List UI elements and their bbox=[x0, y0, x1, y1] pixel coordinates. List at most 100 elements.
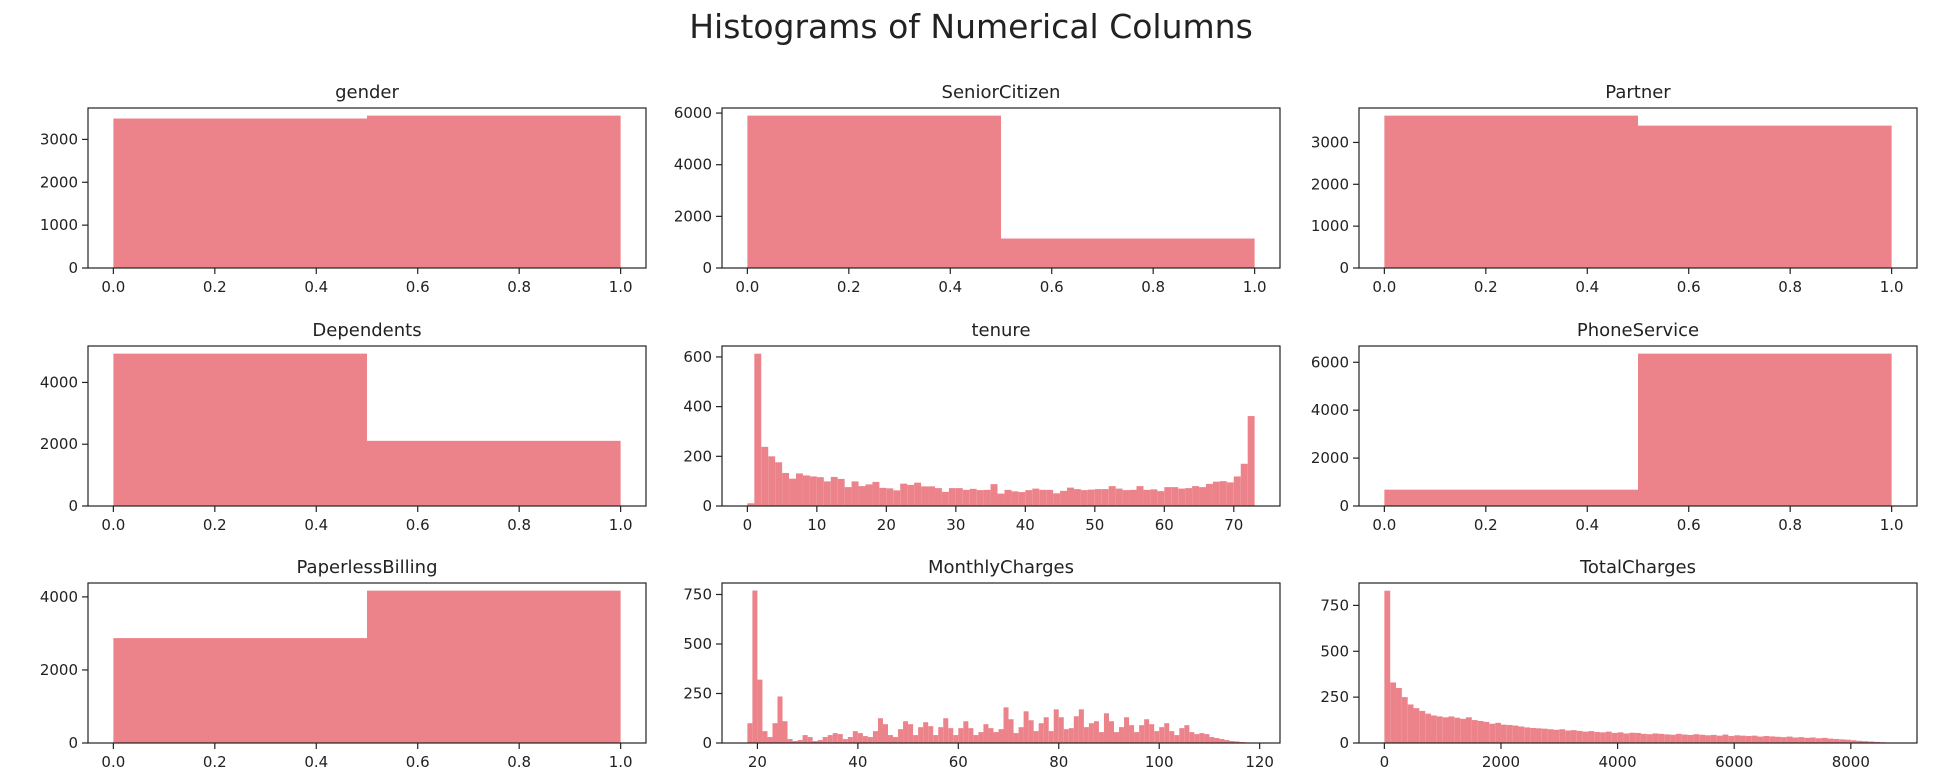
bar bbox=[830, 476, 838, 506]
bar bbox=[1535, 728, 1542, 743]
bar bbox=[1115, 488, 1123, 506]
bar bbox=[1675, 733, 1682, 743]
bar bbox=[1425, 713, 1432, 743]
bar bbox=[1028, 720, 1034, 743]
bar bbox=[1769, 736, 1776, 743]
bar bbox=[1413, 708, 1420, 743]
bar bbox=[1185, 488, 1193, 506]
bar bbox=[1226, 482, 1234, 506]
bar bbox=[997, 493, 1005, 506]
bar bbox=[1224, 740, 1230, 743]
x-tick-label: 20 bbox=[748, 753, 767, 771]
bar bbox=[837, 478, 845, 506]
bar bbox=[1060, 490, 1068, 506]
bar bbox=[796, 473, 803, 506]
bar bbox=[1212, 481, 1220, 506]
bar bbox=[900, 483, 908, 506]
bar bbox=[1407, 704, 1414, 743]
bar bbox=[1827, 738, 1834, 743]
x-tick-label: 50 bbox=[1085, 516, 1104, 534]
bar bbox=[943, 718, 949, 743]
bar bbox=[1465, 717, 1472, 743]
bar bbox=[1384, 489, 1638, 506]
bar bbox=[1839, 739, 1845, 743]
bar bbox=[1856, 740, 1863, 743]
bar bbox=[872, 481, 880, 506]
bar bbox=[1003, 707, 1009, 743]
bar bbox=[865, 484, 873, 506]
bar bbox=[953, 735, 959, 743]
bar bbox=[1500, 724, 1507, 743]
bar bbox=[1570, 730, 1577, 743]
bar bbox=[1565, 730, 1571, 743]
y-tick-label: 0 bbox=[1339, 497, 1349, 515]
subplot-title: PaperlessBilling bbox=[297, 557, 438, 578]
bar bbox=[782, 472, 790, 506]
subplot-title: Dependents bbox=[312, 320, 421, 341]
bar bbox=[962, 489, 970, 506]
x-tick-label: 0.0 bbox=[101, 516, 125, 534]
x-tick-label: 60 bbox=[1155, 516, 1174, 534]
bar bbox=[1234, 741, 1240, 743]
bar bbox=[1001, 238, 1255, 268]
bar bbox=[1734, 735, 1741, 743]
bar bbox=[1018, 727, 1024, 743]
y-tick-label: 4000 bbox=[40, 373, 78, 391]
bar bbox=[1025, 490, 1033, 506]
bar bbox=[1011, 491, 1019, 506]
bar bbox=[772, 723, 778, 743]
bar bbox=[1169, 731, 1175, 743]
x-tick-label: 1.0 bbox=[1880, 278, 1904, 296]
bar bbox=[1171, 487, 1179, 506]
y-tick-label: 3000 bbox=[40, 130, 78, 148]
bar bbox=[1728, 736, 1735, 743]
bar bbox=[898, 729, 904, 743]
bar bbox=[113, 638, 367, 743]
x-tick-label: 1.0 bbox=[609, 278, 633, 296]
bar bbox=[1431, 715, 1437, 743]
bar bbox=[768, 456, 776, 506]
bar bbox=[921, 486, 929, 506]
bar bbox=[844, 487, 852, 506]
subplot: PhoneService 0.0 0.2 0.4 0.6 0.8 1.0 0 2000 4000 6… bbox=[1311, 320, 1918, 534]
bar bbox=[851, 481, 859, 506]
bar bbox=[1582, 731, 1589, 743]
bar bbox=[1094, 489, 1102, 506]
bar bbox=[1184, 725, 1190, 743]
bar bbox=[858, 486, 866, 506]
bar bbox=[1638, 125, 1892, 269]
bar bbox=[747, 723, 753, 743]
bar bbox=[1483, 721, 1490, 743]
x-tick-label: 0.2 bbox=[1474, 516, 1498, 534]
bar bbox=[797, 740, 803, 743]
bar bbox=[933, 735, 939, 743]
bar bbox=[1775, 736, 1781, 743]
subplot: gender 0.0 0.2 0.4 0.6 0.8 1.0 0 1000 2000 3000 bbox=[40, 82, 647, 296]
y-tick-label: 2000 bbox=[40, 173, 78, 191]
x-tick-label: 0.0 bbox=[101, 753, 125, 771]
bar bbox=[1004, 489, 1012, 506]
bar bbox=[969, 488, 977, 506]
axes-frame bbox=[87, 345, 647, 507]
bar bbox=[993, 732, 999, 743]
bar bbox=[1164, 487, 1172, 506]
y-tick-label: 0 bbox=[702, 497, 712, 515]
bar bbox=[1693, 734, 1700, 743]
x-tick-label: 0.6 bbox=[1677, 516, 1701, 534]
y-tick-label: 750 bbox=[1320, 596, 1349, 614]
bar bbox=[918, 727, 924, 743]
x-tick-label: 0.6 bbox=[1677, 278, 1701, 296]
y-tick-label: 2000 bbox=[674, 207, 712, 225]
bar bbox=[903, 721, 909, 743]
bar bbox=[1460, 718, 1466, 743]
x-tick-label: 1.0 bbox=[1880, 516, 1904, 534]
x-tick-label: 0.4 bbox=[304, 516, 328, 534]
bar bbox=[1798, 737, 1805, 743]
bar bbox=[1390, 682, 1397, 743]
bar bbox=[1524, 727, 1531, 743]
subplot-title: TotalCharges bbox=[1579, 557, 1696, 578]
y-tick-label: 250 bbox=[1320, 688, 1349, 706]
y-tick-label: 4000 bbox=[40, 588, 78, 606]
bar bbox=[1149, 724, 1155, 743]
bar bbox=[998, 729, 1004, 743]
